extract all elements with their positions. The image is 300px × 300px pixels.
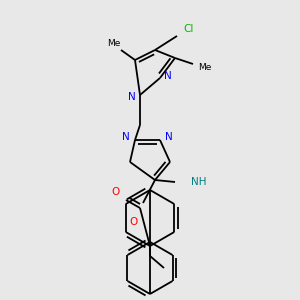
Text: NH: NH — [191, 177, 206, 187]
Text: Me: Me — [198, 64, 212, 73]
Text: N: N — [122, 132, 130, 142]
Text: Me: Me — [107, 38, 121, 47]
Text: N: N — [165, 132, 173, 142]
Text: O: O — [112, 187, 120, 197]
Text: N: N — [164, 71, 172, 81]
Text: Cl: Cl — [184, 24, 194, 34]
Text: O: O — [130, 217, 138, 227]
Text: N: N — [128, 92, 136, 102]
